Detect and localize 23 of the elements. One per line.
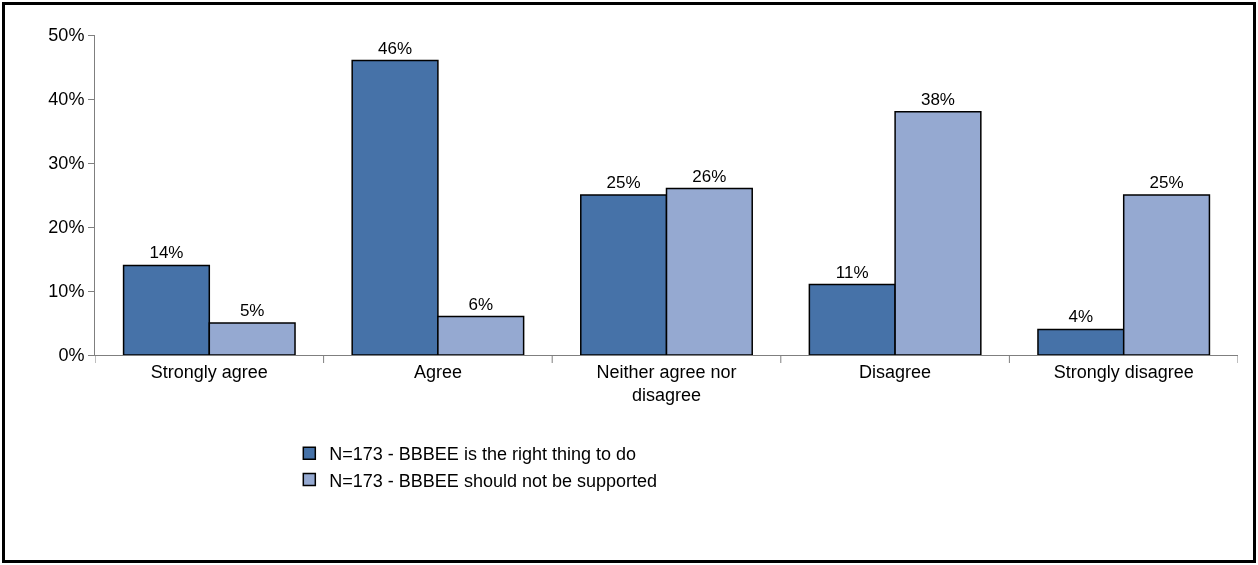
y-tick-label: 10% <box>48 281 85 302</box>
x-tick-label: Neither agree nor disagree <box>596 361 737 405</box>
y-tick-label: 0% <box>58 345 85 366</box>
x-tick-label: Disagree <box>859 361 932 382</box>
y-tick-label: 50% <box>48 25 85 46</box>
data-label: 26% <box>692 166 727 186</box>
x-tick-label: Strongly disagree <box>1053 361 1194 382</box>
y-tick-label: 30% <box>48 153 85 174</box>
data-label: 38% <box>920 89 955 109</box>
data-label: 5% <box>239 301 265 320</box>
data-label: 4% <box>1068 307 1094 327</box>
data-label: 25% <box>606 173 641 192</box>
legend-label: N=173 - BBBEE is the right thing to do <box>329 444 636 465</box>
legend-label: N=173 - BBBEE should not be supported <box>329 470 658 491</box>
y-tick-label: 40% <box>48 89 85 110</box>
data-label: 25% <box>1149 173 1184 192</box>
x-tick-label: Agree <box>413 361 462 382</box>
data-label: 14% <box>149 243 184 263</box>
x-tick-label: Strongly agree <box>150 361 268 382</box>
data-label: 6% <box>468 294 494 314</box>
data-label: 46% <box>378 38 413 58</box>
y-tick-label: 20% <box>48 217 85 238</box>
data-label: 11% <box>835 262 869 282</box>
